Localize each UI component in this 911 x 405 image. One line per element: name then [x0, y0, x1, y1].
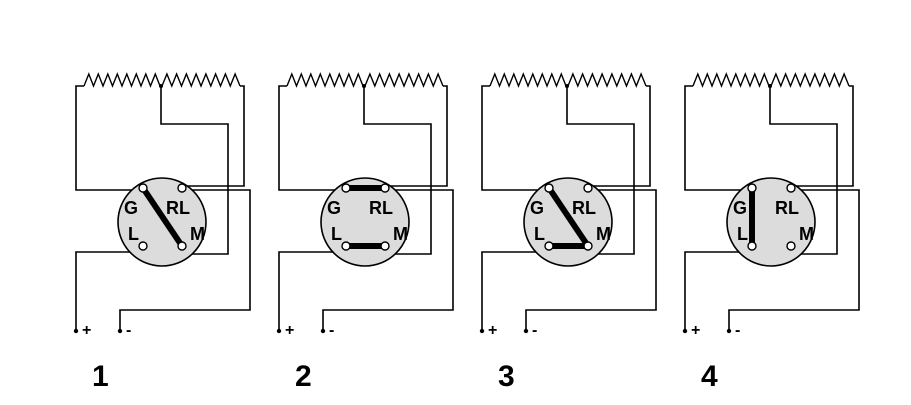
terminal-label-rl: RL	[166, 198, 190, 218]
supply-dot-negative	[523, 328, 529, 334]
field-coil-right	[364, 72, 444, 88]
switch-plate	[523, 177, 613, 267]
terminal-post-g	[341, 183, 351, 193]
supply-dot-positive	[276, 328, 282, 334]
outer-loop-wire	[278, 85, 454, 330]
terminal-post-m	[380, 241, 390, 251]
field-coil-left	[286, 72, 364, 88]
terminal-post-rl	[786, 183, 796, 193]
terminal-post-m	[177, 241, 187, 251]
terminal-post-m	[786, 241, 796, 251]
field-coil-right	[770, 72, 850, 88]
supply-label-negative: -	[126, 322, 131, 339]
right-coil-wire	[791, 85, 854, 187]
field-coil-right	[567, 72, 647, 88]
wiring-diagram-4: G RL L M + - 4	[682, 72, 860, 393]
terminal-label-l: L	[128, 224, 139, 244]
supply-dot-positive	[479, 328, 485, 334]
terminal-label-g: G	[530, 198, 544, 218]
supply-label-negative: -	[735, 322, 740, 339]
field-coil-right	[161, 72, 241, 88]
diagram-number: 4	[701, 360, 718, 393]
wiring-diagram-2: G RL L M + - 2	[276, 72, 454, 393]
outer-loop-wire	[481, 85, 657, 330]
terminal-label-l: L	[331, 224, 342, 244]
supply-label-positive: +	[488, 322, 497, 339]
terminal-label-m: M	[596, 224, 611, 244]
supply-label-positive: +	[82, 322, 91, 339]
right-coil-wire	[588, 85, 651, 187]
supply-dot-positive	[682, 328, 688, 334]
switch-plate	[726, 177, 816, 267]
right-coil-wire	[182, 85, 245, 187]
switch-plate	[117, 177, 207, 267]
terminal-post-l	[341, 241, 351, 251]
supply-dot-negative	[726, 328, 732, 334]
diagram-number: 3	[498, 360, 515, 393]
terminal-label-l: L	[534, 224, 545, 244]
outer-loop-wire	[684, 85, 860, 330]
diagram-number: 2	[295, 360, 312, 393]
terminal-label-g: G	[124, 198, 138, 218]
terminal-label-rl: RL	[369, 198, 393, 218]
supply-label-negative: -	[532, 322, 537, 339]
right-coil-wire	[385, 85, 448, 187]
supply-dot-positive	[73, 328, 79, 334]
supply-label-negative: -	[329, 322, 334, 339]
terminal-post-rl	[380, 183, 390, 193]
terminal-label-g: G	[327, 198, 341, 218]
terminal-label-m: M	[799, 224, 814, 244]
terminal-label-m: M	[190, 224, 205, 244]
supply-label-positive: +	[285, 322, 294, 339]
link-g-m	[546, 185, 591, 249]
supply-dot-negative	[320, 328, 326, 334]
diagram-number: 1	[92, 360, 109, 393]
terminal-post-rl	[177, 183, 187, 193]
terminal-label-rl: RL	[775, 198, 799, 218]
terminal-post-l	[138, 241, 148, 251]
terminal-label-l: L	[737, 224, 748, 244]
wiring-diagram-1: G RL L M + - 1	[73, 72, 251, 393]
supply-label-positive: +	[691, 322, 700, 339]
terminal-label-g: G	[733, 198, 747, 218]
terminal-post-g	[747, 183, 757, 193]
terminal-post-m	[583, 241, 593, 251]
supply-dot-negative	[117, 328, 123, 334]
terminal-label-m: M	[393, 224, 408, 244]
wiring-diagram-3: G RL L M + - 3	[479, 72, 657, 393]
field-coil-left	[489, 72, 567, 88]
field-coil-left	[83, 72, 161, 88]
switch-plate	[320, 177, 410, 267]
link-g-m	[140, 185, 185, 249]
terminal-post-rl	[583, 183, 593, 193]
terminal-label-rl: RL	[572, 198, 596, 218]
terminal-post-l	[747, 241, 757, 251]
field-coil-left	[692, 72, 770, 88]
terminal-post-l	[544, 241, 554, 251]
outer-loop-wire	[75, 85, 251, 330]
terminal-post-g	[544, 183, 554, 193]
terminal-post-g	[138, 183, 148, 193]
